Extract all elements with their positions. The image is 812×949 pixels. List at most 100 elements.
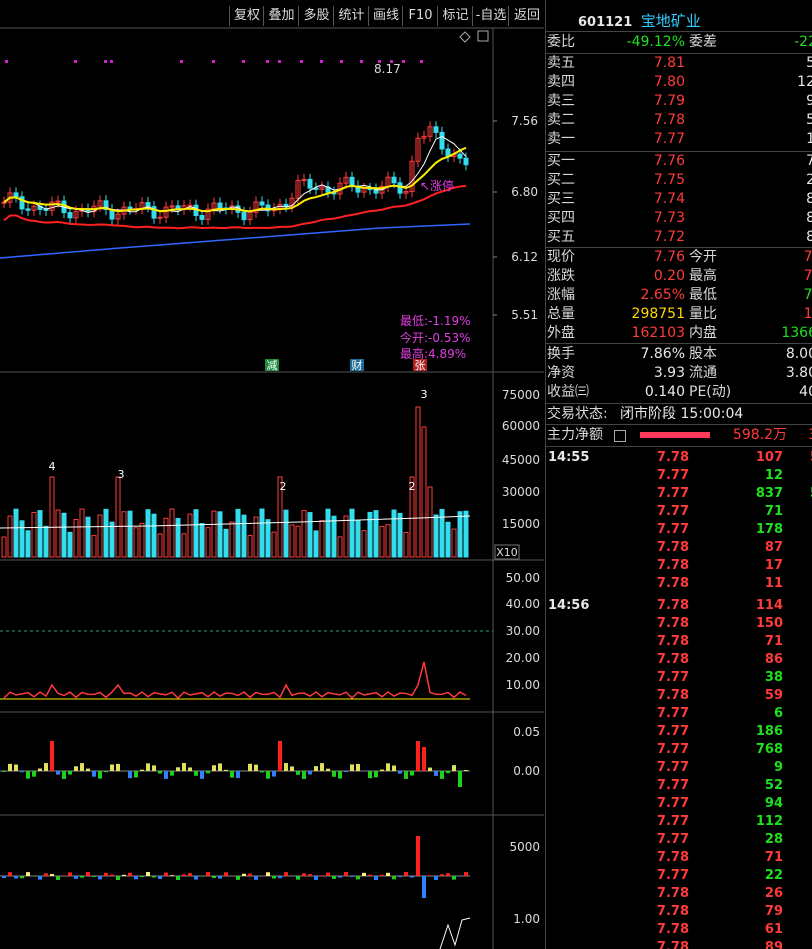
- divider: [546, 151, 812, 152]
- asks-level-label: 卖三: [547, 93, 575, 109]
- finance-label: 流通: [689, 365, 717, 381]
- indicator-bar: [218, 763, 222, 771]
- indicator-bar: [458, 771, 462, 787]
- candle-body: [397, 182, 403, 194]
- indicator-bar: [224, 872, 228, 876]
- volume-bar: [145, 509, 151, 558]
- menu-icon[interactable]: [614, 430, 626, 442]
- volume-bar: [1, 536, 7, 558]
- volume-bar: [277, 476, 283, 558]
- toolbar-button-1[interactable]: 叠加: [263, 6, 299, 26]
- volume-bar: [67, 531, 73, 558]
- bids-level-row[interactable]: 买一 7.76 7: [546, 152, 812, 171]
- indicator-bar: [134, 876, 138, 880]
- tick-price: 7.77: [656, 724, 689, 739]
- asks-level-row[interactable]: 卖一 7.77 1: [546, 130, 812, 149]
- indicator-bar: [14, 876, 18, 879]
- tick-row: 7.78 61: [546, 921, 812, 939]
- volume-axis-label: 60000: [502, 419, 540, 433]
- stock-header[interactable]: 601121 宝地矿业: [578, 10, 701, 31]
- toolbar-button-0[interactable]: 复权: [229, 6, 264, 26]
- indicator-bar: [158, 876, 162, 880]
- volume-ma-line: [0, 515, 471, 529]
- asks-level-row[interactable]: 卖二 7.78 5: [546, 111, 812, 130]
- toolbar-button-3[interactable]: 统计: [333, 6, 369, 26]
- volume-bar: [319, 520, 325, 558]
- bids-level-row[interactable]: 买五 7.72 8: [546, 228, 812, 247]
- quote-value: 7.: [803, 249, 812, 265]
- volume-bar: [205, 527, 211, 558]
- volume-bar: [121, 511, 127, 558]
- indicator-bar: [398, 771, 402, 774]
- tick-volume: 71: [764, 504, 783, 519]
- tick-row: 7.77 6: [546, 705, 812, 723]
- asks-level-row[interactable]: 卖五 7.81 5: [546, 54, 812, 73]
- order-ratio-label: 委比: [547, 34, 575, 50]
- toolbar-button-5[interactable]: F10: [402, 6, 438, 26]
- volume-bar: [139, 522, 145, 558]
- tick-volume: 837: [755, 486, 783, 501]
- indicator-bar: [416, 836, 420, 876]
- tick-row: 7.78 59: [546, 687, 812, 705]
- tick-price: 7.78: [656, 598, 689, 613]
- volume-bar: [49, 476, 55, 558]
- toolbar-button-4[interactable]: 画线: [368, 6, 403, 26]
- toolbar-button-2[interactable]: 多股: [298, 6, 334, 26]
- indicator-bar: [86, 872, 90, 876]
- finance-value: 0.140: [644, 384, 685, 400]
- bids-level-row[interactable]: 买四 7.73 8: [546, 209, 812, 228]
- bids-level-row[interactable]: 买三 7.74 8: [546, 190, 812, 209]
- main-flow-extra: 3: [808, 426, 812, 445]
- tick-price: 7.77: [656, 706, 689, 721]
- quote-value: 7.76: [653, 249, 685, 265]
- indicator-bar: [68, 771, 72, 775]
- volume-bar: [103, 508, 109, 558]
- candle-body: [259, 201, 265, 206]
- main-flow-label: 主力净额: [547, 427, 603, 443]
- trade-status-value: 闭市阶段 15:00:04: [620, 406, 744, 422]
- indicator-bar: [260, 771, 264, 773]
- bids-level-row[interactable]: 买二 7.75 2: [546, 171, 812, 190]
- signal-dot: [74, 60, 77, 63]
- candle-body: [205, 208, 211, 220]
- indicator-bar: [206, 771, 210, 774]
- indicator-bar: [92, 876, 96, 877]
- kline-chart-area[interactable]: 复权 叠加 多股 统计 画线 F10 标记 -自选 返回 7.56 6.80 6.12 5.51 8.1…: [0, 0, 544, 949]
- indicator-bar: [86, 768, 90, 771]
- volume-bar: [115, 476, 121, 558]
- indicator-axis-label: 20.00: [506, 651, 540, 665]
- indicator-bar: [200, 876, 204, 877]
- quote-label: 现价: [547, 249, 575, 265]
- indicator-bar: [146, 872, 150, 876]
- indicator-bar: [350, 764, 354, 771]
- indicator-bar: [182, 763, 186, 771]
- indicator-bar: [398, 876, 402, 878]
- toolbar-button-6[interactable]: 标记: [437, 6, 473, 26]
- asks-level-volume: 1: [806, 130, 812, 149]
- candle-body: [115, 213, 121, 220]
- indicator-bar: [44, 763, 48, 771]
- signal-dot: [402, 60, 405, 63]
- indicator-bar: [116, 763, 120, 771]
- asks-level-row[interactable]: 卖四 7.80 12: [546, 73, 812, 92]
- indicator-bar: [206, 872, 210, 876]
- quote-value: 2.65%: [640, 287, 685, 303]
- indicator-bar: [164, 872, 168, 876]
- asks-level-row[interactable]: 卖三 7.79 9: [546, 92, 812, 111]
- volume-bar: [25, 530, 31, 558]
- high-price-label: 8.17: [374, 62, 401, 76]
- tick-price: 7.77: [656, 522, 689, 537]
- divider: [546, 403, 812, 404]
- quote-row: 涨幅 2.65%最低 7.: [546, 286, 812, 305]
- tick-row: 7.78 11: [546, 575, 812, 593]
- indicator-axis-label: 50.00: [506, 571, 540, 585]
- main-flow-row[interactable]: 主力净额 598.2万 3: [546, 426, 812, 445]
- toolbar-button-8[interactable]: 返回: [508, 6, 545, 26]
- quote-value: 7.: [803, 268, 812, 284]
- toolbar-button-7[interactable]: -自选: [472, 6, 509, 26]
- divider: [546, 446, 812, 447]
- tick-row: 7.77 112: [546, 813, 812, 831]
